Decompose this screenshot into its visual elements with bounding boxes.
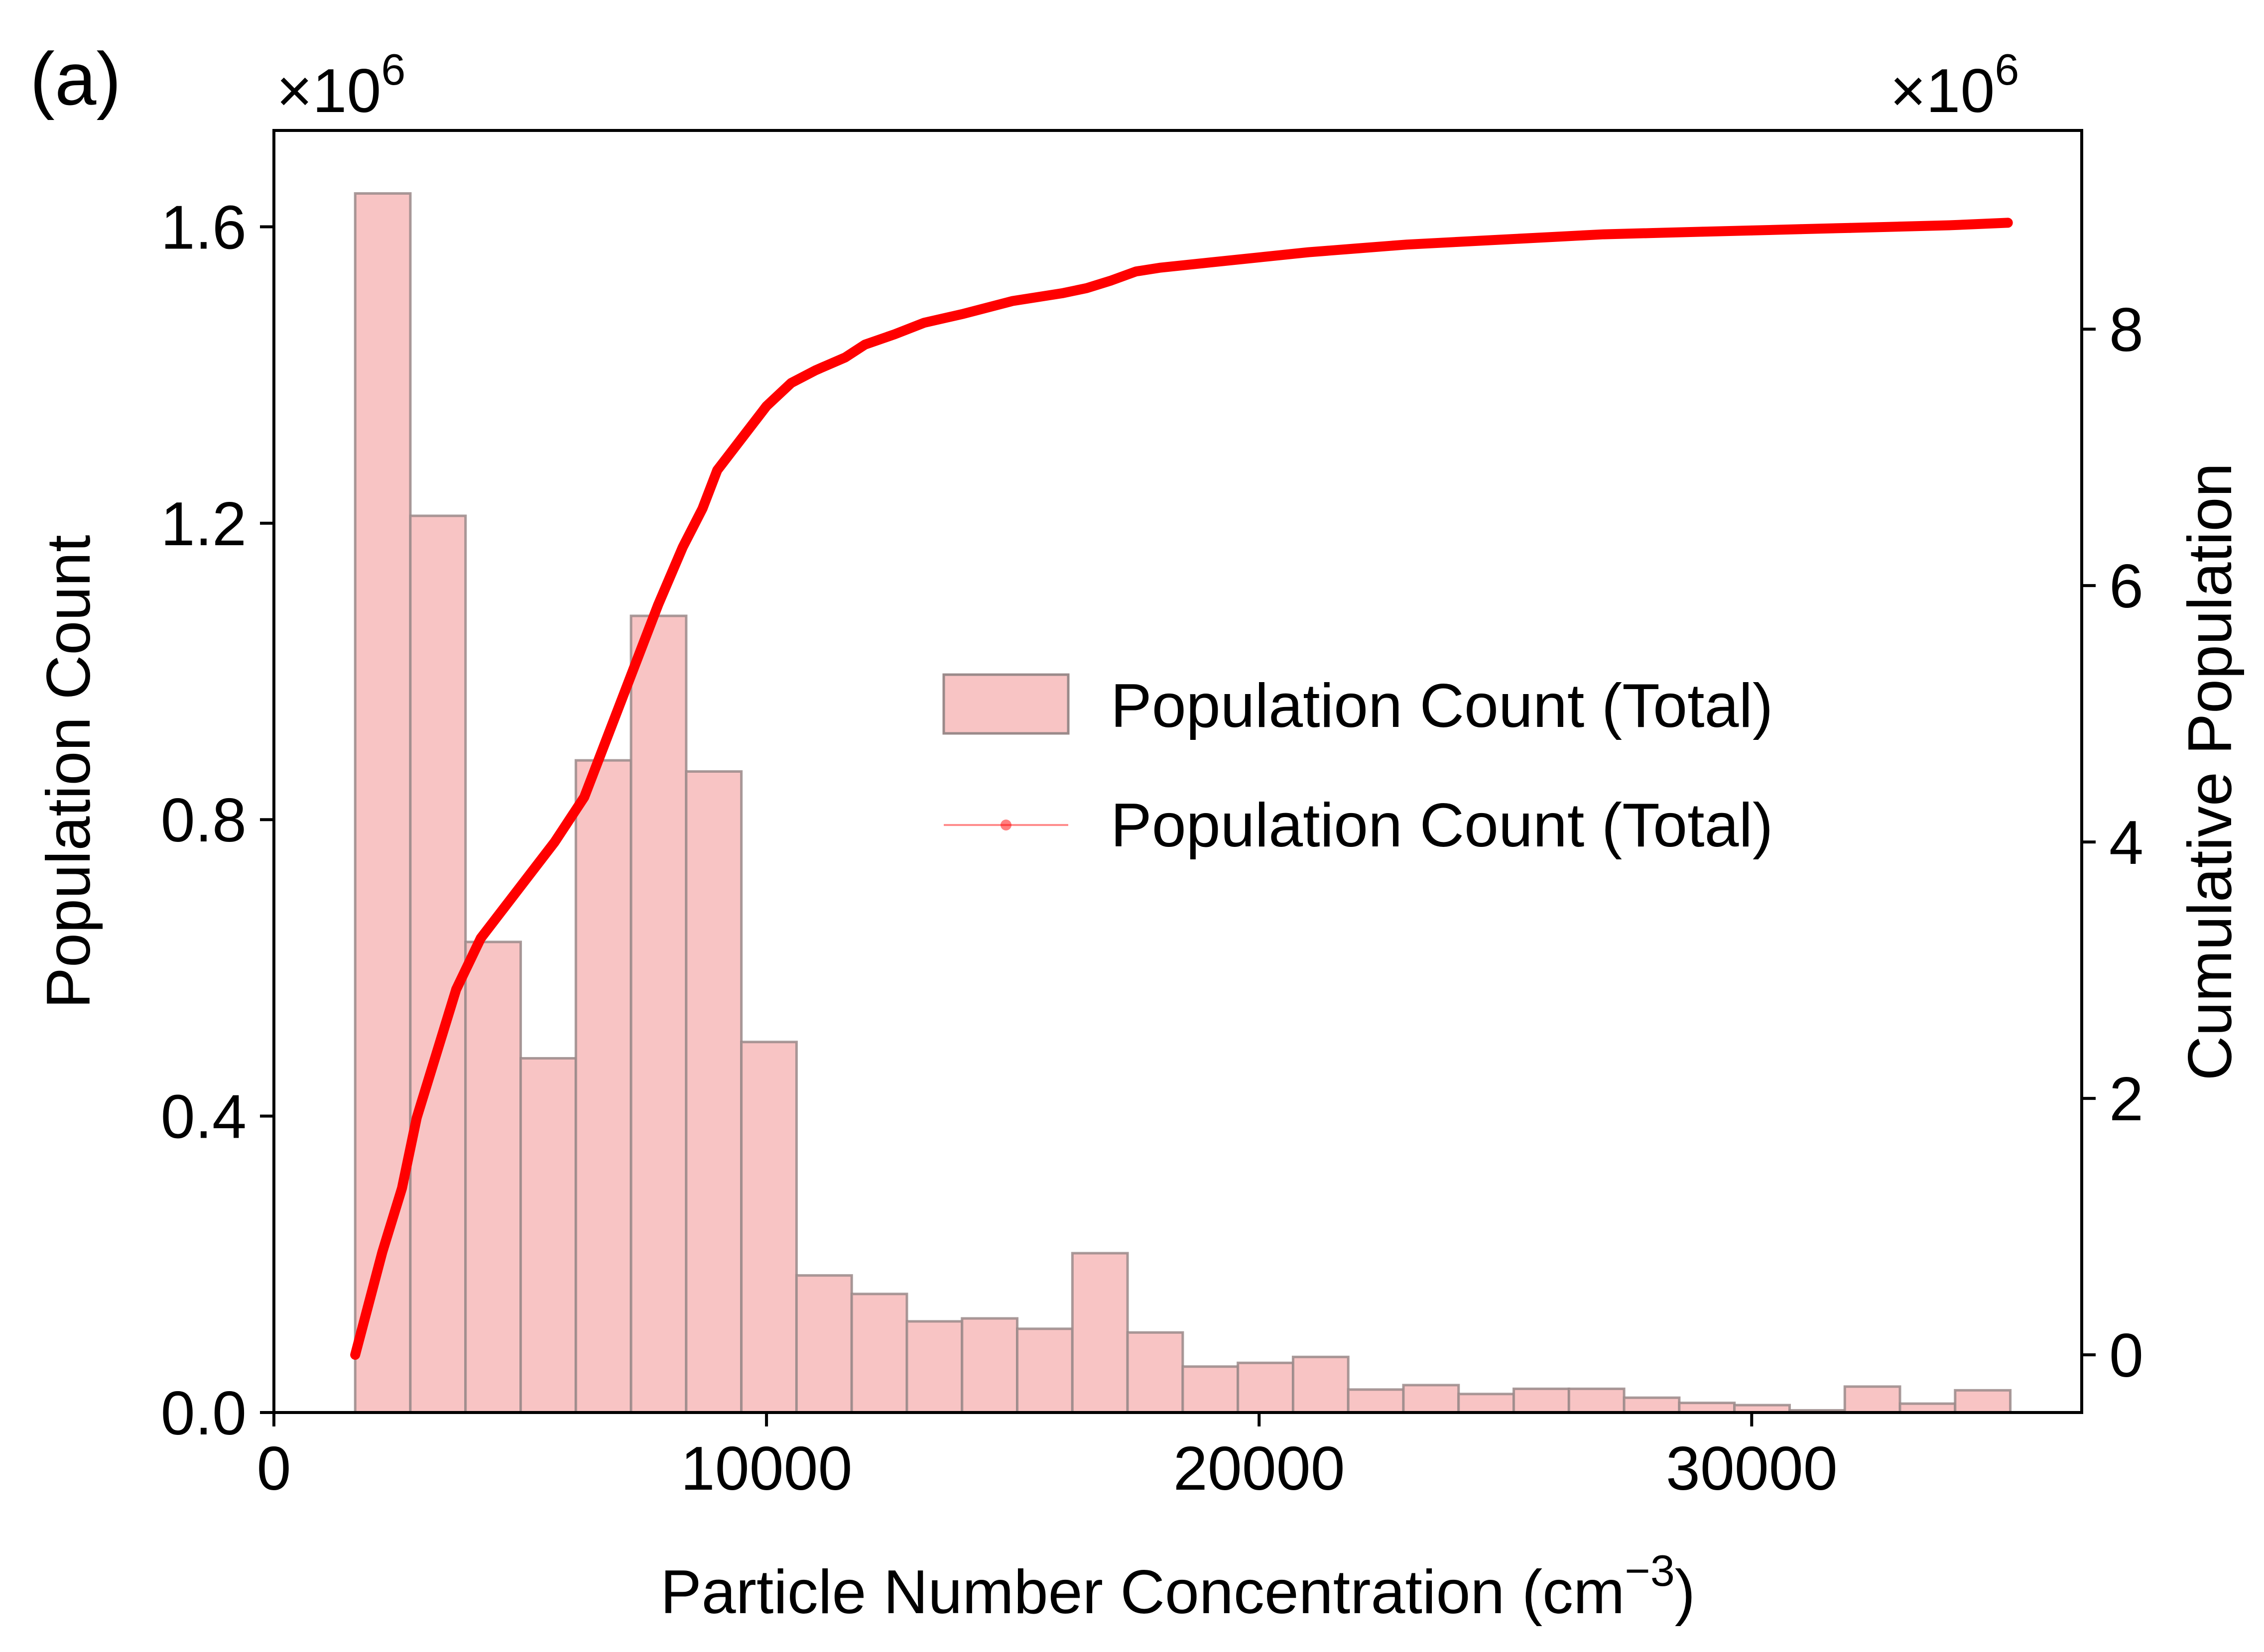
- histogram-bar: [1347, 1388, 1405, 1414]
- y-tick-label: 1.2: [161, 490, 247, 559]
- cumulative-marker: [2003, 218, 2013, 228]
- cumulative-marker: [1796, 224, 1806, 235]
- cumulative-marker: [1747, 225, 1757, 236]
- cumulative-line-layer: [350, 218, 2013, 1360]
- legend-label-line: Population Count (Total): [1111, 791, 1773, 860]
- histogram-bar: [1071, 1252, 1129, 1414]
- plot-frame: [272, 129, 2083, 1414]
- histogram-bar: [1016, 1327, 1074, 1414]
- histogram-bar: [574, 759, 632, 1414]
- cumulative-marker: [1697, 227, 1708, 237]
- histogram-bar: [1237, 1361, 1294, 1414]
- histogram-bar: [685, 770, 743, 1414]
- histogram-bar: [409, 514, 467, 1414]
- legend: Population Count (Total) Population Coun…: [942, 672, 1773, 860]
- legend-swatch-marker: [1001, 820, 1011, 830]
- histogram-bar: [1181, 1365, 1240, 1414]
- y2-tick-label: 8: [2109, 296, 2143, 364]
- histogram-bar: [1623, 1396, 1681, 1414]
- x-tick-label: 30000: [1666, 1434, 1838, 1503]
- histogram-bar: [1567, 1387, 1626, 1414]
- histogram-bar: [1954, 1389, 2012, 1414]
- histogram-bar: [519, 1057, 577, 1414]
- x-axis-title: Particle Number Concentration (cm−3): [660, 1546, 1695, 1627]
- histogram-bar: [961, 1317, 1019, 1414]
- cumulative-marker: [1648, 228, 1658, 238]
- histogram-bar: [1126, 1331, 1184, 1414]
- x-tick-label: 10000: [681, 1434, 853, 1503]
- cumulative-marker: [1943, 220, 1954, 231]
- y-multiplier: ×106: [276, 45, 405, 125]
- histogram-bar: [1843, 1385, 1901, 1414]
- y-axis-left: 0.0 0.4 0.8 1.2 1.6: [161, 193, 274, 1448]
- histogram-bar: [1512, 1387, 1570, 1414]
- cumulative-marker: [1845, 223, 1856, 233]
- histogram-bars: [354, 192, 2012, 1414]
- y2-multiplier: ×106: [1890, 45, 2019, 125]
- y-tick-label: 0.0: [161, 1379, 247, 1448]
- histogram-bar: [1402, 1384, 1460, 1414]
- y-axis-right: 0 2 4 6 8: [2082, 296, 2143, 1390]
- y-tick-label: 0.4: [161, 1083, 247, 1152]
- histogram-bar: [795, 1274, 853, 1414]
- y-tick-label: 0.8: [161, 786, 247, 855]
- x-tick-label: 0: [257, 1434, 291, 1503]
- histogram-bar: [354, 192, 412, 1414]
- histogram-bar: [629, 614, 688, 1414]
- panel-label: (a): [30, 37, 121, 120]
- x-axis: 0 10000 20000 30000: [257, 1413, 1838, 1503]
- cumulative-line: [350, 218, 2013, 1360]
- y-tick-label: 1.6: [161, 193, 247, 262]
- y2-tick-label: 0: [2109, 1321, 2143, 1390]
- cumulative-marker: [1894, 222, 1905, 232]
- legend-label-bar: Population Count (Total): [1111, 672, 1773, 740]
- histogram-bar: [1457, 1393, 1515, 1414]
- x-tick-label: 20000: [1173, 1434, 1345, 1503]
- histogram-bar: [850, 1293, 908, 1414]
- y2-tick-label: 4: [2109, 809, 2143, 877]
- y-axis-title: Population Count: [34, 535, 103, 1008]
- histogram-bar: [740, 1041, 798, 1414]
- histogram-bar: [1291, 1355, 1350, 1414]
- histogram-bar: [905, 1320, 964, 1414]
- y2-tick-label: 2: [2109, 1065, 2143, 1134]
- legend-swatch-bar: [942, 673, 1070, 735]
- histogram-bar: [464, 941, 522, 1414]
- y2-tick-label: 6: [2109, 552, 2143, 621]
- y2-axis-title: Cumulative Population: [2176, 463, 2245, 1081]
